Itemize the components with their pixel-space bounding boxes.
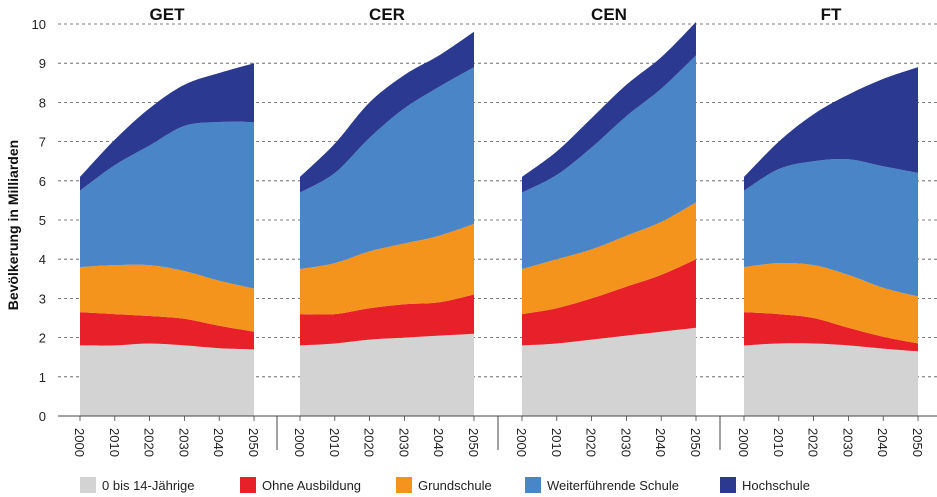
x-tick-label: 2030 (396, 428, 411, 457)
area-cen-series-3 (522, 55, 696, 270)
legend-label: Ohne Ausbildung (262, 477, 362, 493)
x-tick-label: 2040 (431, 428, 446, 457)
x-tick-label: 2050 (688, 428, 703, 457)
area-ft-series-2 (744, 263, 918, 344)
area-cen-series-0 (522, 327, 696, 416)
legend: 0 bis 14-Jährige Ohne Ausbildung Grundschu… (0, 474, 937, 496)
legend-swatch (80, 477, 96, 493)
area-get-series-0 (80, 343, 254, 416)
x-tick-labels: 2000 2010 2020 2030 2040 2050 2000 2010 2020 2030… (72, 428, 925, 457)
y-tick-label: 7 (39, 135, 46, 150)
x-tick-label: 2020 (806, 428, 821, 457)
legend-swatch (396, 477, 412, 493)
y-tick-label: 2 (39, 331, 46, 346)
x-tick-label: 2020 (584, 428, 599, 457)
area-ft-series-1 (744, 312, 918, 352)
panel-title-cen: CEN (591, 5, 627, 24)
x-tick-label: 2000 (514, 428, 529, 457)
y-tick-label: 4 (39, 252, 46, 267)
x-tick-label: 2010 (771, 428, 786, 457)
x-tick-label: 2040 (875, 428, 890, 457)
area-get-series-2 (80, 264, 254, 332)
legend-label: Weiterführende Schule (547, 477, 680, 493)
x-tick-label: 2030 (840, 428, 855, 457)
x-tick-label: 2040 (653, 428, 668, 457)
area-cen-series-1 (522, 259, 696, 346)
y-tick-label: 8 (39, 95, 46, 110)
area-cen-series-2 (522, 202, 696, 315)
x-tick-label: 2020 (362, 428, 377, 457)
panel-title-cer: CER (369, 5, 405, 24)
legend-swatch (525, 477, 541, 493)
area-cer-series-4 (300, 31, 474, 193)
y-axis-label: Bevölkerung in Milliarden (5, 140, 21, 310)
y-tick-label: 1 (39, 370, 46, 385)
area-get-series-4 (80, 63, 254, 191)
x-tick-label: 2030 (618, 428, 633, 457)
x-tick-label: 2000 (292, 428, 307, 457)
x-tick-label: 2000 (72, 428, 87, 457)
x-tick-label: 2050 (910, 428, 925, 457)
legend-label: Hochschule (742, 477, 810, 493)
area-cer-series-2 (300, 223, 474, 315)
legend-swatch (720, 477, 736, 493)
area-get-series-1 (80, 312, 254, 350)
x-tick-label: 2020 (142, 428, 157, 457)
legend-item: 0 bis 14-Jährige (80, 474, 195, 496)
area-cer-series-3 (300, 67, 474, 269)
legend-label: 0 bis 14-Jährige (102, 477, 195, 493)
panel-title-get: GET (150, 5, 186, 24)
stacked-areas (80, 22, 918, 416)
x-tick-label: 2010 (549, 428, 564, 457)
x-tick-label: 2010 (327, 428, 342, 457)
legend-item: Hochschule (720, 474, 810, 496)
x-tick-label: 2010 (107, 428, 122, 457)
axes (58, 415, 937, 450)
area-get-series-3 (80, 121, 254, 289)
y-tick-label: 9 (39, 56, 46, 71)
chart-canvas: Bevölkerung in Milliarden 0 1 2 3 4 5 6 7 8 9 10 2… (5, 5, 937, 457)
area-ft-series-4 (744, 67, 918, 191)
x-tick-label: 2030 (176, 428, 191, 457)
area-ft-series-0 (744, 343, 918, 416)
x-tick-label: 2000 (736, 428, 751, 457)
panel-title-ft: FT (821, 5, 842, 24)
panel-titles: GET CER CEN FT (150, 5, 842, 24)
area-cen-series-4 (522, 22, 696, 193)
area-cer-series-1 (300, 294, 474, 346)
x-tick-label: 2040 (211, 428, 226, 457)
legend-item: Weiterführende Schule (525, 474, 679, 496)
area-cer-series-0 (300, 333, 474, 416)
legend-swatch (240, 477, 256, 493)
legend-item: Ohne Ausbildung (240, 474, 361, 496)
y-tick-label: 5 (39, 213, 46, 228)
y-tick-label: 6 (39, 174, 46, 189)
y-tick-labels: 0 1 2 3 4 5 6 7 8 9 10 (32, 17, 46, 424)
y-tick-label: 3 (39, 291, 46, 306)
x-tick-label: 2050 (466, 428, 481, 457)
area-ft-series-3 (744, 158, 918, 297)
y-tick-label: 10 (32, 17, 46, 32)
x-tick-label: 2050 (246, 428, 261, 457)
legend-item: Grundschule (396, 474, 492, 496)
legend-label: Grundschule (418, 477, 492, 493)
y-tick-label: 0 (39, 409, 46, 424)
